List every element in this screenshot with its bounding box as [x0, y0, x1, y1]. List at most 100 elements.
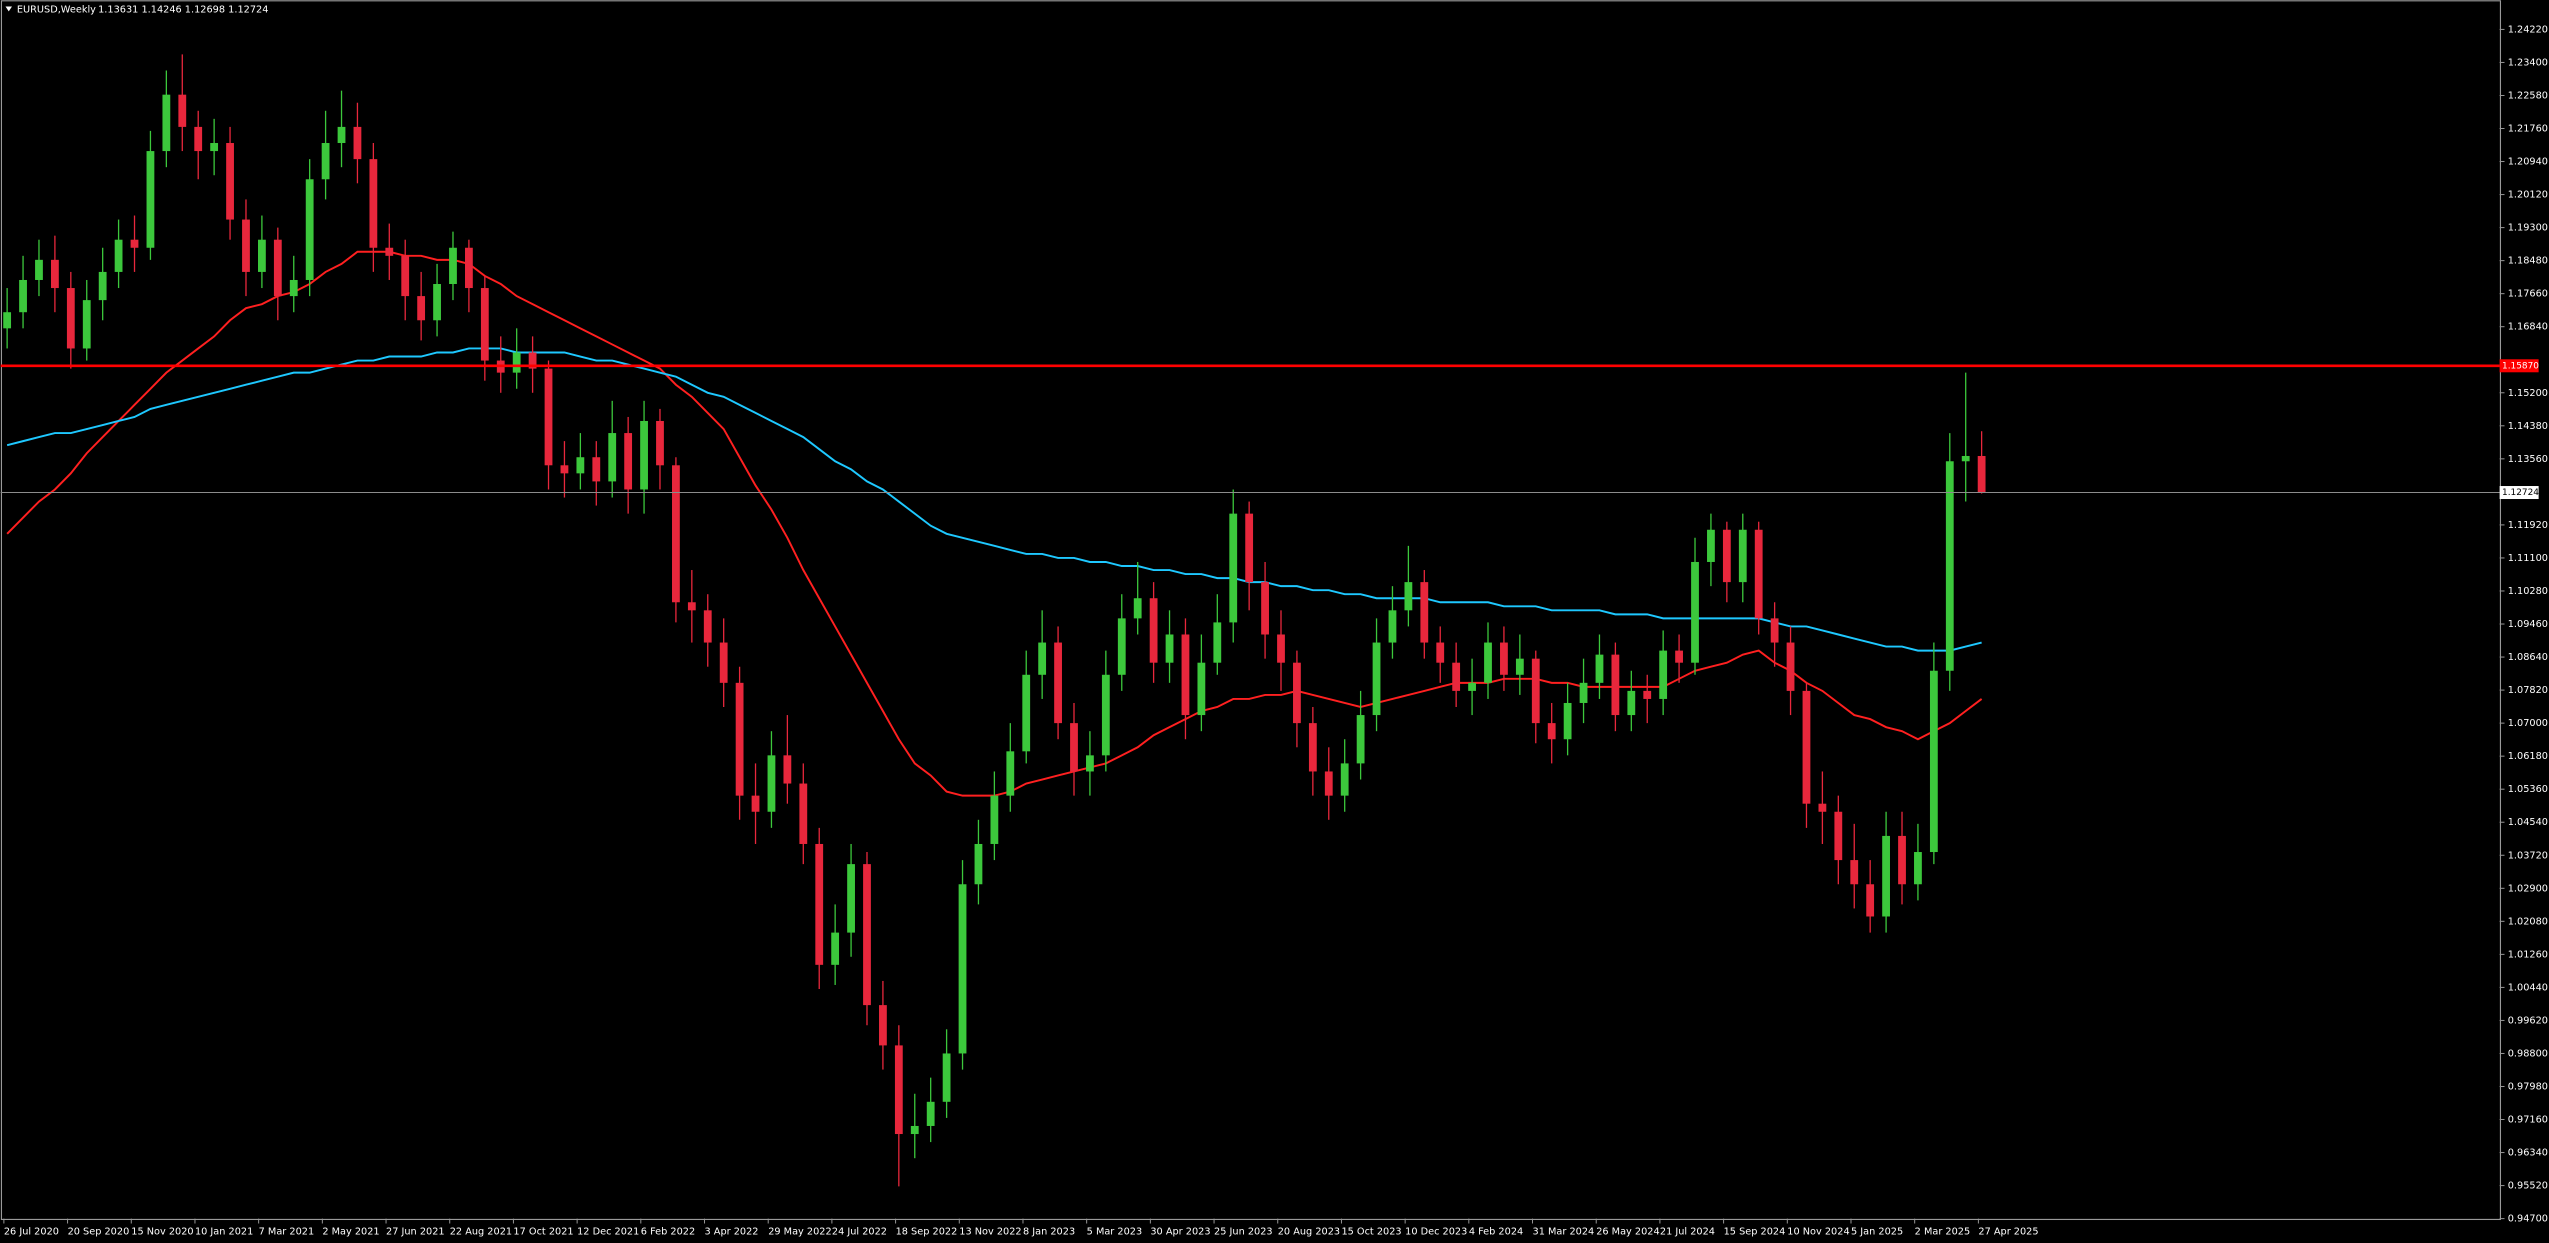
x-tick-label: 7 Mar 2021: [259, 1227, 315, 1238]
candle-body: [1834, 811, 1843, 861]
candle-body: [1197, 662, 1206, 716]
candle-body: [815, 843, 824, 965]
x-tick-label: 10 Jan 2021: [195, 1227, 253, 1238]
candle-body: [879, 1005, 887, 1046]
y-tick-label: 1.20940: [2508, 157, 2548, 168]
x-tick-label: 3 Apr 2022: [705, 1227, 759, 1238]
candle-body: [417, 296, 426, 321]
candle-body: [894, 1045, 903, 1135]
candle-body: [162, 94, 171, 152]
x-tick-label: 29 May 2022: [768, 1227, 831, 1238]
candle-body: [146, 151, 155, 248]
candle-body: [449, 247, 457, 285]
x-tick-label: 2 May 2021: [322, 1227, 379, 1238]
candle-body: [1484, 642, 1492, 683]
candle-body: [178, 94, 187, 127]
candle-body: [1324, 771, 1333, 796]
candle-body: [1738, 529, 1747, 583]
x-tick-label: 10 Dec 2023: [1405, 1227, 1467, 1238]
candle-body: [1515, 658, 1524, 675]
candle-body: [1181, 634, 1190, 716]
candle-body: [1531, 658, 1540, 724]
candle-body: [1786, 642, 1795, 691]
candle-body: [433, 284, 441, 321]
y-tick-label: 0.97160: [2508, 1115, 2548, 1126]
candle-body: [1802, 690, 1811, 804]
current-price-label: 1.12724: [2502, 488, 2539, 498]
y-tick-label: 1.04540: [2508, 817, 2548, 828]
candle-body: [1659, 650, 1668, 699]
y-tick-label: 0.97980: [2508, 1081, 2548, 1092]
candle-body: [1898, 835, 1906, 885]
x-tick-label: 13 Nov 2022: [959, 1227, 1021, 1238]
candle-body: [98, 271, 107, 301]
candle-body: [1101, 674, 1110, 756]
x-tick-label: 17 Oct 2021: [513, 1227, 573, 1238]
y-tick-label: 1.19300: [2508, 223, 2548, 234]
candle-body: [1945, 461, 1954, 671]
candle-body: [1914, 852, 1922, 885]
candle-body: [1627, 690, 1636, 716]
menu-arrow[interactable]: [5, 6, 13, 12]
candle-body: [401, 255, 410, 297]
y-tick-label: 1.08640: [2508, 652, 2548, 663]
candle-body: [1133, 598, 1142, 619]
x-tick-label: 24 Jul 2022: [832, 1227, 887, 1238]
candle-body: [1006, 751, 1015, 796]
candle-body: [1229, 513, 1238, 623]
candle-body: [19, 279, 27, 313]
candle-body: [592, 457, 601, 482]
y-tick-label: 1.24220: [2508, 24, 2548, 35]
candle-body: [1929, 670, 1938, 853]
candle-body: [1468, 682, 1476, 691]
x-tick-label: 12 Dec 2021: [577, 1227, 639, 1238]
x-tick-label: 21 Jul 2024: [1660, 1227, 1715, 1238]
y-tick-label: 1.09460: [2508, 619, 2548, 630]
x-tick-label: 15 Sep 2024: [1724, 1227, 1786, 1238]
candle-body: [242, 219, 250, 272]
candle-body: [1452, 662, 1461, 691]
candle-body: [656, 420, 664, 466]
candle-body: [321, 143, 330, 180]
x-tick-label: 27 Jun 2021: [386, 1227, 445, 1238]
candle-body: [1579, 682, 1588, 703]
candle-body: [1866, 884, 1875, 917]
candle-body: [703, 610, 712, 643]
x-tick-label: 8 Jan 2023: [1023, 1227, 1075, 1238]
candle-body: [958, 884, 967, 1054]
candle-body: [560, 465, 569, 474]
candle-body: [82, 300, 91, 349]
candle-body: [910, 1125, 919, 1135]
candle-body: [1547, 723, 1556, 740]
candle-body: [465, 247, 473, 289]
y-tick-label: 1.14380: [2508, 421, 2548, 432]
y-tick-label: 1.02080: [2508, 916, 2548, 927]
candle-body: [1436, 642, 1445, 663]
candle-body: [226, 143, 234, 220]
candle-body: [273, 239, 282, 297]
candle-body: [1595, 654, 1604, 683]
candle-body: [1261, 582, 1269, 635]
candle-body: [1707, 529, 1715, 562]
candle-body: [528, 352, 537, 369]
candle-body: [719, 642, 728, 683]
candle-body: [512, 352, 521, 373]
x-tick-label: 26 Jul 2020: [4, 1227, 59, 1238]
candle-body: [1117, 618, 1126, 675]
level-label-box: [2499, 359, 2539, 373]
x-tick-label: 22 Aug 2021: [450, 1227, 512, 1238]
candle-body: [1643, 690, 1652, 699]
y-tick-label: 1.13560: [2508, 454, 2548, 465]
y-tick-label: 1.16840: [2508, 322, 2548, 333]
candle-body: [258, 239, 266, 272]
chart-title: EURUSD,Weekly: [17, 5, 96, 16]
candle-body: [1961, 455, 1970, 462]
candle-body: [1022, 674, 1031, 752]
candle-body: [1770, 618, 1779, 643]
candle-body: [66, 288, 75, 349]
current-price-box: [2499, 486, 2539, 500]
candle-body: [735, 682, 744, 796]
y-tick-label: 1.20120: [2508, 190, 2548, 201]
y-tick-label: 0.98800: [2508, 1048, 2548, 1059]
